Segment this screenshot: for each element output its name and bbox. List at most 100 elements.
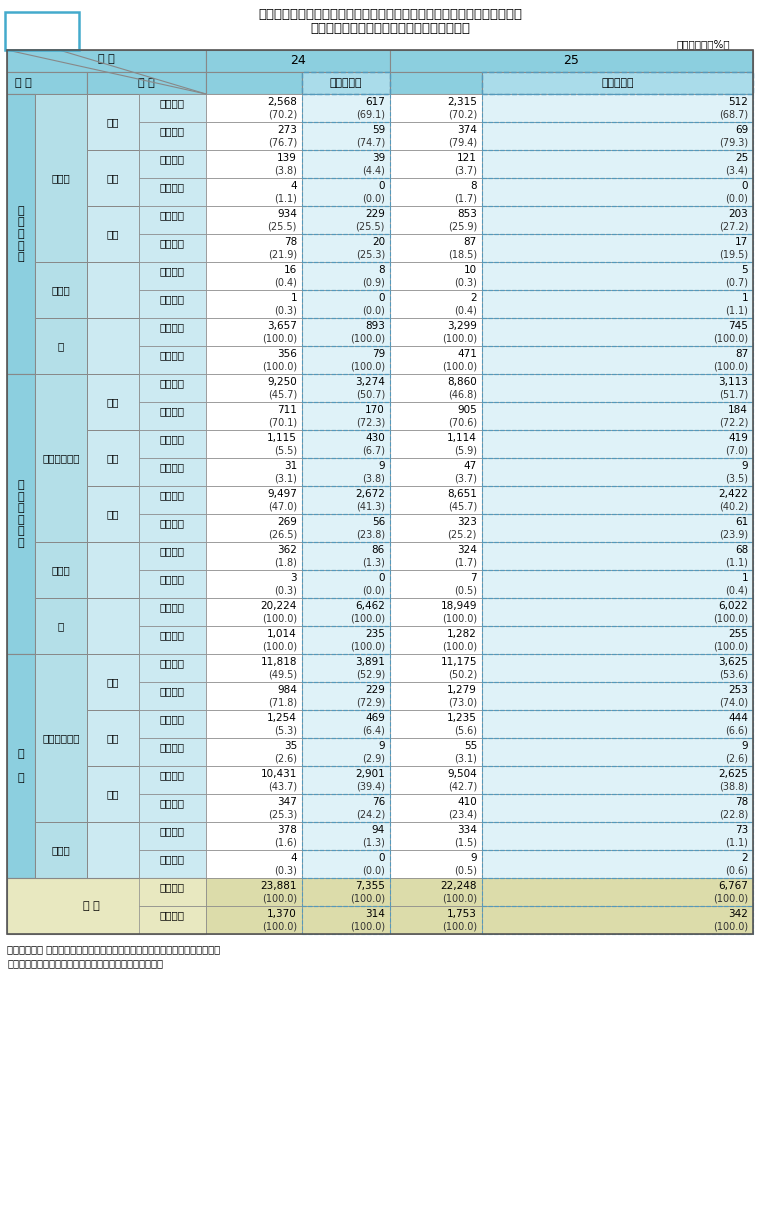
Text: (23.9): (23.9) xyxy=(719,529,748,539)
Bar xyxy=(206,626,302,654)
Text: 合格者数: 合格者数 xyxy=(160,686,185,697)
Bar xyxy=(35,374,87,541)
Bar xyxy=(390,710,482,737)
Text: 59: 59 xyxy=(372,125,385,136)
Bar xyxy=(302,654,390,682)
Text: (79.3): (79.3) xyxy=(719,137,748,147)
Bar xyxy=(302,682,390,710)
Bar xyxy=(35,541,87,598)
Text: (79.4): (79.4) xyxy=(448,137,477,147)
Text: (5.5): (5.5) xyxy=(274,445,297,456)
Bar xyxy=(302,850,390,878)
Text: 374: 374 xyxy=(457,125,477,136)
Bar xyxy=(139,262,206,290)
Text: 9: 9 xyxy=(741,741,748,751)
Bar xyxy=(390,878,482,906)
Text: 2,901: 2,901 xyxy=(355,769,385,779)
Bar xyxy=(302,570,390,598)
Text: 617: 617 xyxy=(365,98,385,108)
Text: 334: 334 xyxy=(457,826,477,835)
Bar xyxy=(35,318,87,374)
Text: (100.0): (100.0) xyxy=(350,333,385,343)
Text: 3,274: 3,274 xyxy=(355,377,385,387)
Text: 8: 8 xyxy=(378,266,385,276)
Bar xyxy=(206,178,302,206)
Text: (25.5): (25.5) xyxy=(268,222,297,232)
Text: 25: 25 xyxy=(735,153,748,163)
Text: 合格者数: 合格者数 xyxy=(160,126,185,136)
Bar xyxy=(390,570,482,598)
Text: 4: 4 xyxy=(290,854,297,864)
Text: 2,568: 2,568 xyxy=(267,98,297,108)
Text: 2: 2 xyxy=(741,854,748,864)
Bar xyxy=(87,72,206,94)
Bar xyxy=(390,262,482,290)
Bar xyxy=(87,598,139,654)
Bar xyxy=(482,374,753,402)
Text: 申込者数: 申込者数 xyxy=(160,154,185,164)
Text: (53.6): (53.6) xyxy=(719,669,748,679)
Bar xyxy=(390,794,482,822)
Text: (42.7): (42.7) xyxy=(448,782,477,791)
Bar xyxy=(302,72,390,94)
Text: 35: 35 xyxy=(283,741,297,751)
Bar xyxy=(302,345,390,374)
Text: 合格者数: 合格者数 xyxy=(160,294,185,305)
Text: その他: その他 xyxy=(52,845,71,855)
Text: 院
卒
者
試
験: 院 卒 者 試 験 xyxy=(17,206,24,262)
Bar xyxy=(206,906,302,933)
Text: (73.0): (73.0) xyxy=(448,697,477,707)
Bar xyxy=(390,458,482,486)
Text: 11,818: 11,818 xyxy=(261,658,297,668)
Bar xyxy=(302,374,390,402)
Text: 大学院・大学: 大学院・大学 xyxy=(43,453,80,463)
Bar xyxy=(390,94,482,123)
Text: 471: 471 xyxy=(457,349,477,359)
Bar xyxy=(482,486,753,514)
Text: 25: 25 xyxy=(564,54,579,67)
Bar xyxy=(139,598,206,626)
Text: 合格者数: 合格者数 xyxy=(160,799,185,808)
Bar xyxy=(302,458,390,486)
Bar xyxy=(139,318,206,345)
Bar xyxy=(139,850,206,878)
Bar xyxy=(482,878,753,906)
Text: 8,860: 8,860 xyxy=(447,377,477,387)
Text: (5.3): (5.3) xyxy=(274,725,297,735)
Bar xyxy=(302,345,390,374)
Bar xyxy=(302,94,390,123)
Text: (100.0): (100.0) xyxy=(350,921,385,931)
Text: (45.7): (45.7) xyxy=(448,501,477,511)
Text: (0.3): (0.3) xyxy=(274,586,297,595)
Text: 9,250: 9,250 xyxy=(268,377,297,387)
Text: うち女性数: うち女性数 xyxy=(601,78,634,88)
Text: (1.1): (1.1) xyxy=(274,194,297,203)
Text: 5: 5 xyxy=(741,266,748,276)
Bar xyxy=(482,94,753,123)
Text: (38.8): (38.8) xyxy=(719,782,748,791)
Bar xyxy=(139,206,206,234)
Text: 853: 853 xyxy=(457,209,477,219)
Bar xyxy=(7,878,206,933)
Text: (0.0): (0.0) xyxy=(362,865,385,875)
Bar xyxy=(302,234,390,262)
Text: 合

計: 合 計 xyxy=(17,750,24,783)
Bar xyxy=(390,402,482,430)
Bar xyxy=(302,514,390,541)
Bar xyxy=(390,682,482,710)
Text: (25.3): (25.3) xyxy=(356,249,385,260)
Bar xyxy=(302,486,390,514)
Bar xyxy=(206,654,302,682)
Text: 1,254: 1,254 xyxy=(267,713,297,724)
Text: (100.0): (100.0) xyxy=(442,614,477,624)
Bar xyxy=(390,766,482,794)
Text: 3,299: 3,299 xyxy=(447,321,477,332)
Text: うち女性数: うち女性数 xyxy=(330,78,363,88)
Bar xyxy=(482,149,753,178)
Bar xyxy=(482,710,753,737)
Text: 269: 269 xyxy=(277,517,297,528)
Text: 1,114: 1,114 xyxy=(447,434,477,443)
Text: 73: 73 xyxy=(735,826,748,835)
Bar xyxy=(302,290,390,318)
Text: 56: 56 xyxy=(372,517,385,528)
